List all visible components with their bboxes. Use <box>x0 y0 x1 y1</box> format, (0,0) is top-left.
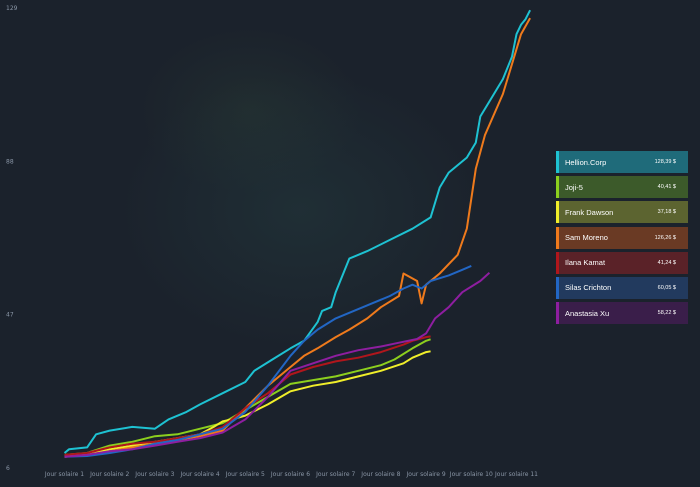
legend-series-name: Silas Crichton <box>565 283 612 293</box>
x-tick-label: Jour solaire 6 <box>270 471 310 478</box>
series-line-1 <box>64 338 431 456</box>
legend-item[interactable]: Joji-5 40,41 $ <box>556 176 688 199</box>
legend-series-value: 40,41 $ <box>657 184 676 191</box>
y-tick-label: 129 <box>6 5 18 12</box>
legend-series-value: 41,24 $ <box>657 259 676 266</box>
legend-series-value: 58,22 $ <box>657 310 676 317</box>
legend-item[interactable]: Sam Moreno 126,26 $ <box>556 226 688 249</box>
series-line-6 <box>64 272 491 458</box>
legend-series-name: Joji-5 <box>565 182 583 192</box>
legend-series-name: Hellion.Corp <box>565 157 607 167</box>
legend-color-swatch <box>556 201 559 224</box>
x-tick-label: Jour solaire 2 <box>89 471 129 478</box>
legend-series-value: 37,18 $ <box>657 209 676 216</box>
series-line-2 <box>64 350 431 458</box>
x-tick-label: Jour solaire 5 <box>225 471 265 478</box>
legend: Hellion.Corp 128,39 $ Joji-5 40,41 $ Frank D… <box>556 151 688 327</box>
legend-item[interactable]: Hellion.Corp 128,39 $ <box>556 151 688 173</box>
legend-color-swatch <box>556 276 559 299</box>
x-tick-label: Jour solaire 11 <box>494 471 538 478</box>
x-axis: Jour solaire 1 Jour solaire 2 Jour solaire… <box>44 471 538 478</box>
y-tick-label: 88 <box>6 158 14 165</box>
y-tick-label: 6 <box>6 465 10 472</box>
legend-color-swatch <box>556 151 559 173</box>
x-tick-label: Jour solaire 4 <box>180 471 220 478</box>
legend-series-value: 60,05 $ <box>657 284 676 291</box>
legend-item[interactable]: Silas Crichton 60,05 $ <box>556 276 688 299</box>
x-tick-label: Jour solaire 8 <box>360 471 400 478</box>
legend-color-swatch <box>556 251 559 274</box>
x-tick-label: Jour solaire 9 <box>406 471 446 478</box>
y-axis: 129 88 47 6 <box>6 5 18 472</box>
legend-series-value: 128,39 $ <box>654 159 676 165</box>
legend-item[interactable]: Ilana Kamat 41,24 $ <box>556 251 688 274</box>
legend-series-value: 126,26 $ <box>654 234 676 241</box>
legend-series-name: Sam Moreno <box>565 233 608 243</box>
legend-color-swatch <box>556 302 559 325</box>
series-line-4 <box>64 335 431 456</box>
series-line-0 <box>63 9 531 454</box>
legend-series-name: Frank Dawson <box>565 207 614 217</box>
x-tick-label: Jour solaire 1 <box>44 471 84 478</box>
legend-series-name: Anastasia Xu <box>565 308 610 318</box>
x-tick-label: Jour solaire 10 <box>449 471 493 478</box>
y-tick-label: 47 <box>6 312 14 319</box>
series-lines <box>63 9 531 458</box>
legend-color-swatch <box>556 226 559 249</box>
series-line-5 <box>64 264 472 458</box>
legend-series-name: Ilana Kamat <box>565 258 606 268</box>
legend-item[interactable]: Frank Dawson 37,18 $ <box>556 201 688 224</box>
x-tick-label: Jour solaire 7 <box>315 471 355 478</box>
series-line-3 <box>64 17 531 458</box>
x-tick-label: Jour solaire 3 <box>134 471 174 478</box>
legend-color-swatch <box>556 176 559 199</box>
legend-item[interactable]: Anastasia Xu 58,22 $ <box>556 302 688 325</box>
